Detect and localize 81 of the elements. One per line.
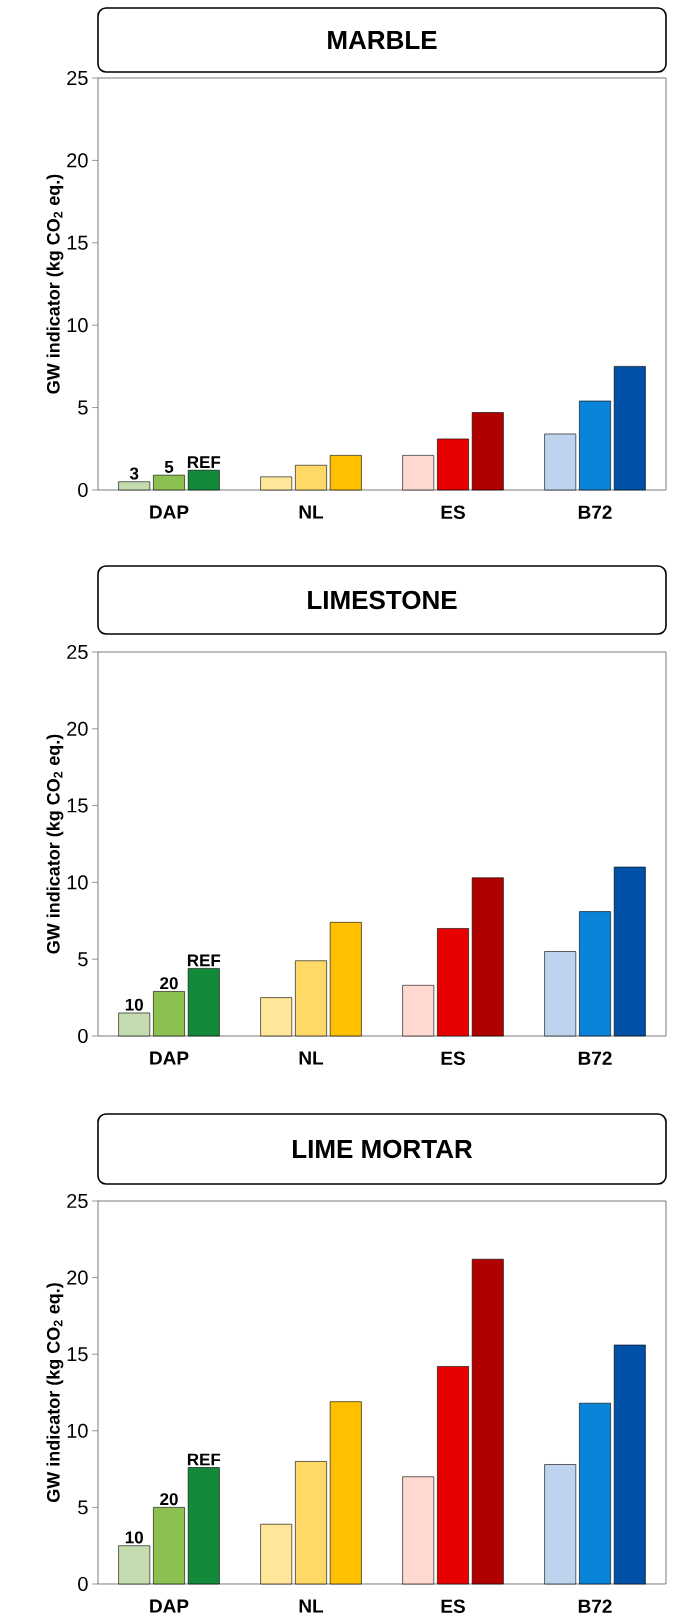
bar xyxy=(187,968,220,1037)
y-tick-label: 5 xyxy=(78,1500,88,1515)
bar xyxy=(471,412,504,491)
bar xyxy=(187,469,220,491)
bar xyxy=(471,877,504,1037)
y-tick-label: 0 xyxy=(78,1576,88,1592)
bar xyxy=(118,481,151,491)
bar xyxy=(544,433,577,491)
bar xyxy=(153,474,185,491)
y-tick-label: 10 xyxy=(67,875,88,890)
bar xyxy=(544,1464,577,1585)
y-tick-label: 15 xyxy=(67,798,88,813)
bar xyxy=(295,960,327,1037)
x-tick-label: DAP xyxy=(150,1599,189,1613)
bar xyxy=(402,1476,435,1585)
bar xyxy=(118,1545,151,1585)
x-tick-label: DAP xyxy=(150,505,189,519)
y-axis-title: GW indicator (kg CO$_{2}$ eq.) xyxy=(46,174,64,394)
y-tick-label: 15 xyxy=(67,1347,88,1362)
y-tick-label: 20 xyxy=(67,721,88,736)
bar xyxy=(613,866,646,1037)
annotation: 5 xyxy=(164,461,174,473)
bar xyxy=(260,1523,293,1585)
y-tick-label: 5 xyxy=(78,952,88,967)
x-tick-label: NL xyxy=(299,505,324,519)
annotation: 20 xyxy=(160,977,178,990)
y-tick-label: 10 xyxy=(67,318,88,333)
x-tick-label: ES xyxy=(441,1051,465,1065)
bar xyxy=(118,1012,151,1037)
x-tick-label: ES xyxy=(441,1599,465,1613)
annotation: 3 xyxy=(129,467,139,480)
chart-title: MARBLE xyxy=(328,31,437,49)
x-tick-label: B72 xyxy=(578,1599,612,1613)
bar xyxy=(402,455,435,491)
y-tick-label: 0 xyxy=(78,482,88,498)
bar xyxy=(579,911,611,1037)
x-tick-label: ES xyxy=(441,505,465,519)
y-tick-label: 15 xyxy=(67,235,88,250)
y-tick-label: 25 xyxy=(67,1193,88,1209)
chart-title: LIMESTONE xyxy=(308,590,457,610)
y-tick-label: 20 xyxy=(67,1270,88,1285)
bar xyxy=(153,991,185,1037)
chart-title: LIME MORTAR xyxy=(292,1139,473,1159)
y-tick-label: 5 xyxy=(78,400,88,415)
bar xyxy=(260,476,293,491)
y-tick-label: 0 xyxy=(78,1028,88,1044)
y-tick-label: 10 xyxy=(67,1423,88,1438)
bar xyxy=(437,1366,469,1585)
x-tick-label: B72 xyxy=(578,505,612,519)
annotation: 10 xyxy=(125,1531,143,1544)
bar xyxy=(437,928,469,1037)
y-tick-label: 20 xyxy=(67,153,88,168)
y-tick-label: 25 xyxy=(67,644,88,660)
bar xyxy=(613,1344,646,1585)
bar xyxy=(579,400,611,491)
annotation: 20 xyxy=(160,1493,178,1506)
y-axis-title: GW indicator (kg CO$_{2}$ eq.) xyxy=(46,734,64,954)
annotation: 10 xyxy=(125,998,143,1011)
bar xyxy=(260,997,293,1037)
y-tick-label: 25 xyxy=(67,70,88,86)
x-tick-label: DAP xyxy=(150,1051,189,1065)
bar xyxy=(402,985,435,1037)
bar xyxy=(544,951,577,1037)
bar xyxy=(329,1401,362,1585)
bar xyxy=(613,366,646,491)
x-tick-label: NL xyxy=(299,1051,324,1065)
annotation: REF xyxy=(187,954,221,967)
bar xyxy=(437,438,469,491)
annotation: REF xyxy=(187,1453,221,1466)
y-axis-title: GW indicator (kg CO$_{2}$ eq.) xyxy=(46,1283,64,1502)
bar xyxy=(153,1507,185,1585)
bar xyxy=(295,1461,327,1585)
x-tick-label: NL xyxy=(299,1599,324,1613)
bar xyxy=(329,922,362,1037)
bar xyxy=(471,1258,504,1585)
bar xyxy=(187,1467,220,1585)
bar xyxy=(329,455,362,491)
bar xyxy=(579,1402,611,1585)
bar xyxy=(295,464,327,491)
x-tick-label: B72 xyxy=(578,1051,612,1065)
annotation: REF xyxy=(187,456,221,469)
